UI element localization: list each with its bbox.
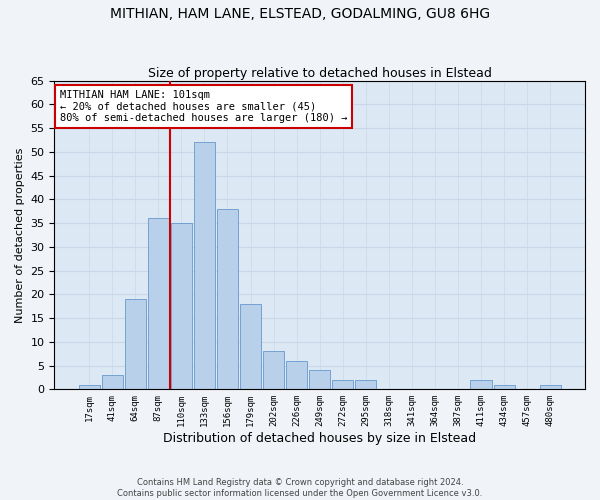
Bar (494, 384, 515, 390)
Bar (470, 380, 492, 390)
Bar (332, 380, 353, 390)
Bar (355, 380, 376, 390)
Text: MITHIAN HAM LANE: 101sqm
← 20% of detached houses are smaller (45)
80% of semi-d: MITHIAN HAM LANE: 101sqm ← 20% of detach… (60, 90, 347, 123)
Text: MITHIAN, HAM LANE, ELSTEAD, GODALMING, GU8 6HG: MITHIAN, HAM LANE, ELSTEAD, GODALMING, G… (110, 8, 490, 22)
Bar (263, 352, 284, 390)
Bar (217, 209, 238, 390)
Bar (194, 142, 215, 390)
Bar (240, 304, 261, 390)
X-axis label: Distribution of detached houses by size in Elstead: Distribution of detached houses by size … (163, 432, 476, 445)
Bar (79, 384, 100, 390)
Y-axis label: Number of detached properties: Number of detached properties (15, 148, 25, 322)
Bar (539, 384, 561, 390)
Text: Contains HM Land Registry data © Crown copyright and database right 2024.
Contai: Contains HM Land Registry data © Crown c… (118, 478, 482, 498)
Bar (171, 223, 192, 390)
Bar (286, 361, 307, 390)
Bar (148, 218, 169, 390)
Title: Size of property relative to detached houses in Elstead: Size of property relative to detached ho… (148, 66, 491, 80)
Bar (101, 375, 123, 390)
Bar (309, 370, 331, 390)
Bar (125, 299, 146, 390)
